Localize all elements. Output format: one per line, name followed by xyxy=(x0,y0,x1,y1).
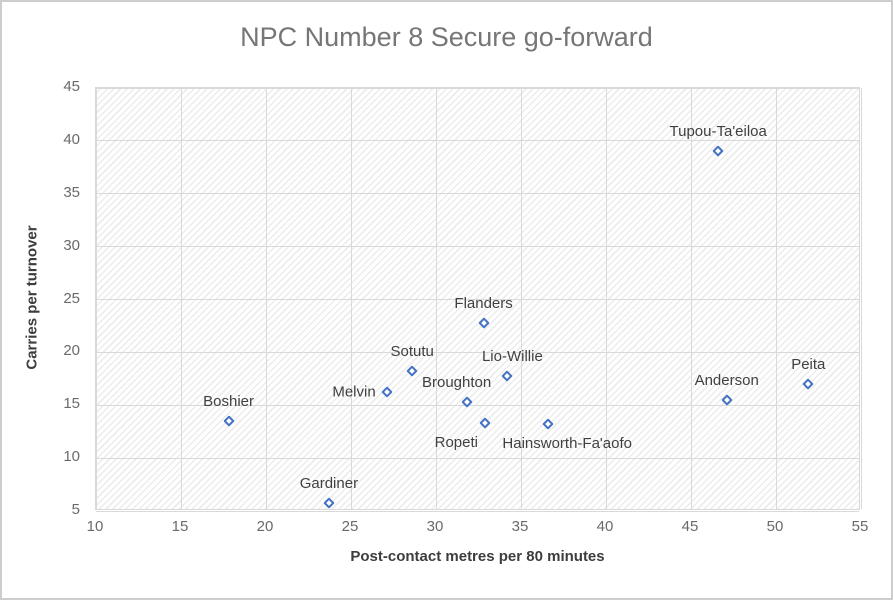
y-tick-label: 10 xyxy=(63,448,80,466)
y-tick-label: 30 xyxy=(63,236,80,254)
horizontal-gridline xyxy=(96,510,859,512)
horizontal-gridline xyxy=(96,457,859,459)
y-tick-label: 45 xyxy=(63,78,80,95)
data-point-label: Melvin xyxy=(332,383,376,400)
vertical-gridline xyxy=(690,88,692,509)
vertical-gridline xyxy=(435,88,437,509)
x-tick-label: 30 xyxy=(426,518,444,535)
vertical-gridline xyxy=(605,88,607,509)
vertical-gridline xyxy=(180,88,182,509)
x-axis-title: Post-contact metres per 80 minutes xyxy=(350,548,605,565)
x-tick-label: 25 xyxy=(341,518,359,535)
x-tick-label: 50 xyxy=(766,518,784,535)
x-tick-label: 20 xyxy=(256,518,274,535)
data-point-marker xyxy=(501,369,514,382)
vertical-gridline xyxy=(265,88,267,509)
data-point-marker xyxy=(477,317,490,329)
data-point-marker xyxy=(222,415,235,427)
data-point-marker xyxy=(712,145,724,158)
y-axis-title: Carries per turnover xyxy=(23,225,41,370)
data-point-marker xyxy=(323,496,335,509)
y-tick-label: 20 xyxy=(63,342,80,360)
horizontal-gridline xyxy=(96,87,859,89)
data-point-marker xyxy=(381,385,393,398)
data-point-label: Lio-Willie xyxy=(481,347,543,365)
vertical-gridline xyxy=(350,88,352,509)
data-point-label: Flanders xyxy=(454,294,513,312)
data-point-marker xyxy=(479,417,491,429)
data-point-label: Anderson xyxy=(694,371,759,389)
x-tick-label: 40 xyxy=(596,518,614,535)
horizontal-gridline xyxy=(96,193,859,195)
data-point-label: Sotutu xyxy=(390,343,434,361)
data-point-label: Peita xyxy=(791,356,826,374)
data-point-marker xyxy=(406,365,418,378)
x-tick-label: 10 xyxy=(86,518,104,535)
y-tick-label: 40 xyxy=(63,130,80,148)
data-point-label: Ropeti xyxy=(434,434,478,452)
y-tick-label: 5 xyxy=(71,501,80,518)
data-point-label: Broughton xyxy=(421,374,492,392)
vertical-gridline xyxy=(860,88,862,509)
chart-title: NPC Number 8 Secure go-forward xyxy=(240,22,653,52)
x-tick-label: 35 xyxy=(511,518,529,535)
y-tick-label: 35 xyxy=(63,183,80,201)
horizontal-gridline xyxy=(96,140,859,142)
data-point-marker xyxy=(542,418,554,430)
data-point-label: Tupou-Ta'eiloa xyxy=(669,123,767,141)
data-point-marker xyxy=(460,396,473,408)
y-tick-label: 15 xyxy=(63,395,80,413)
horizontal-gridline xyxy=(96,351,859,353)
vertical-gridline xyxy=(775,88,777,509)
x-tick-label: 45 xyxy=(681,518,699,535)
horizontal-gridline xyxy=(96,246,859,248)
plot-area: Boshier Gardiner Melvin Sotutu Broughton Flan… xyxy=(95,87,862,512)
data-point-label: Hainsworth-Fa'aofo xyxy=(502,435,632,453)
vertical-gridline xyxy=(520,88,522,509)
x-tick-label: 55 xyxy=(851,518,869,535)
data-point-marker xyxy=(802,378,814,390)
data-point-label: Boshier xyxy=(203,393,255,411)
y-tick-label: 25 xyxy=(63,289,80,307)
horizontal-gridline xyxy=(96,404,859,406)
horizontal-gridline xyxy=(96,299,859,300)
x-tick-label: 15 xyxy=(171,518,189,535)
vertical-gridline xyxy=(95,88,97,509)
data-point-label: Gardiner xyxy=(299,474,359,492)
